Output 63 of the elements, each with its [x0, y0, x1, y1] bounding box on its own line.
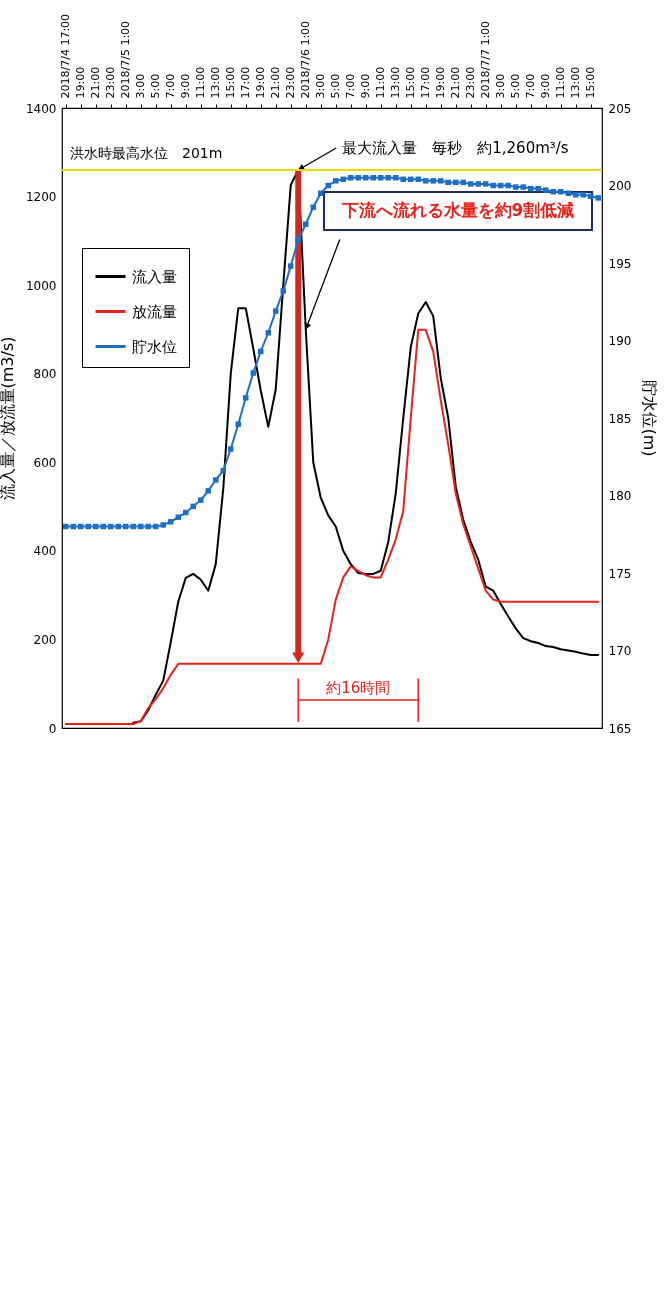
- y2-tick-label: 190: [608, 334, 632, 348]
- x-tick-label: 3:00: [134, 73, 148, 99]
- x-tick-label: 23:00: [104, 66, 118, 99]
- y2-tick-label: 185: [608, 411, 632, 426]
- y2-axis-title: 貯水位(m): [640, 380, 660, 457]
- x-tick-label: 23:00: [284, 66, 298, 99]
- ref-line-label: 洪水時最高水位 201m: [70, 145, 223, 161]
- x-tick-label: 5:00: [149, 73, 163, 99]
- x-tick-label: 17:00: [239, 66, 253, 99]
- x-tick-label: 5:00: [329, 73, 343, 99]
- x-tick-label: 15:00: [404, 66, 418, 99]
- x-tick-label: 19:00: [74, 66, 88, 99]
- y2-tick-label: 165: [608, 721, 632, 736]
- line-series: [64, 328, 600, 726]
- y-tick-label: 0: [48, 721, 57, 736]
- legend-label: 放流量: [132, 302, 177, 321]
- x-tick-label: 5:00: [509, 73, 523, 99]
- x-tick-label: 9:00: [179, 73, 193, 99]
- x-tick-label: 23:00: [464, 66, 478, 99]
- legend-label: 貯水位: [132, 337, 177, 356]
- annotation: 約16時間: [326, 679, 391, 698]
- y2-tick-label: 170: [608, 644, 632, 658]
- x-tick-label: 2018/7/7 1:00: [479, 20, 493, 99]
- x-tick-label: 13:00: [209, 66, 223, 99]
- y2-tick-label: 175: [608, 566, 632, 581]
- x-tick-label: 3:00: [494, 73, 508, 99]
- y-tick-label: 400: [33, 544, 57, 559]
- x-tick-label: 11:00: [554, 66, 568, 99]
- x-tick-label: 2018/7/6 1:00: [299, 20, 313, 99]
- y-tick-label: 1400: [25, 101, 57, 116]
- y2-tick-label: 180: [608, 489, 632, 503]
- y-tick-label: 600: [33, 455, 57, 470]
- y-tick-label: 200: [33, 632, 57, 647]
- x-tick-label: 9:00: [359, 73, 373, 99]
- x-tick-label: 17:00: [419, 66, 433, 99]
- y-tick-label: 1200: [25, 190, 57, 205]
- x-tick-label: 9:00: [539, 73, 553, 99]
- x-tick-label: 19:00: [434, 66, 448, 99]
- x-tick-label: 7:00: [524, 73, 538, 99]
- x-tick-label: 7:00: [344, 73, 358, 99]
- x-tick-label: 11:00: [374, 66, 388, 99]
- x-tick-label: 2018/7/4 17:00: [59, 13, 73, 99]
- y2-tick-label: 200: [608, 179, 632, 193]
- x-tick-label: 3:00: [314, 73, 328, 99]
- x-tick-label: 11:00: [194, 66, 208, 99]
- y2-tick-label: 205: [608, 101, 632, 116]
- x-tick-label: 7:00: [164, 73, 178, 99]
- x-tick-label: 2018/7/5 1:00: [119, 20, 133, 99]
- y2-tick-label: 195: [608, 256, 632, 271]
- x-tick-label: 21:00: [449, 66, 463, 99]
- x-tick-label: 21:00: [269, 66, 283, 99]
- legend-label: 流入量: [132, 267, 177, 286]
- x-tick-label: 15:00: [224, 66, 238, 99]
- x-tick-label: 13:00: [569, 66, 583, 99]
- x-tick-label: 15:00: [584, 66, 598, 99]
- x-tick-label: 19:00: [254, 66, 268, 99]
- y-tick-label: 1000: [25, 278, 57, 293]
- annotation: 最大流入量 毎秒 約1,260m³/s: [342, 139, 569, 157]
- x-tick-label: 21:00: [89, 66, 103, 99]
- y-tick-label: 800: [33, 367, 57, 382]
- annotation: 下流へ流れる水量を約9割低減: [340, 200, 575, 220]
- x-tick-label: 13:00: [389, 66, 403, 99]
- y-axis-title: 流入量／放流量(m3/s): [0, 336, 17, 501]
